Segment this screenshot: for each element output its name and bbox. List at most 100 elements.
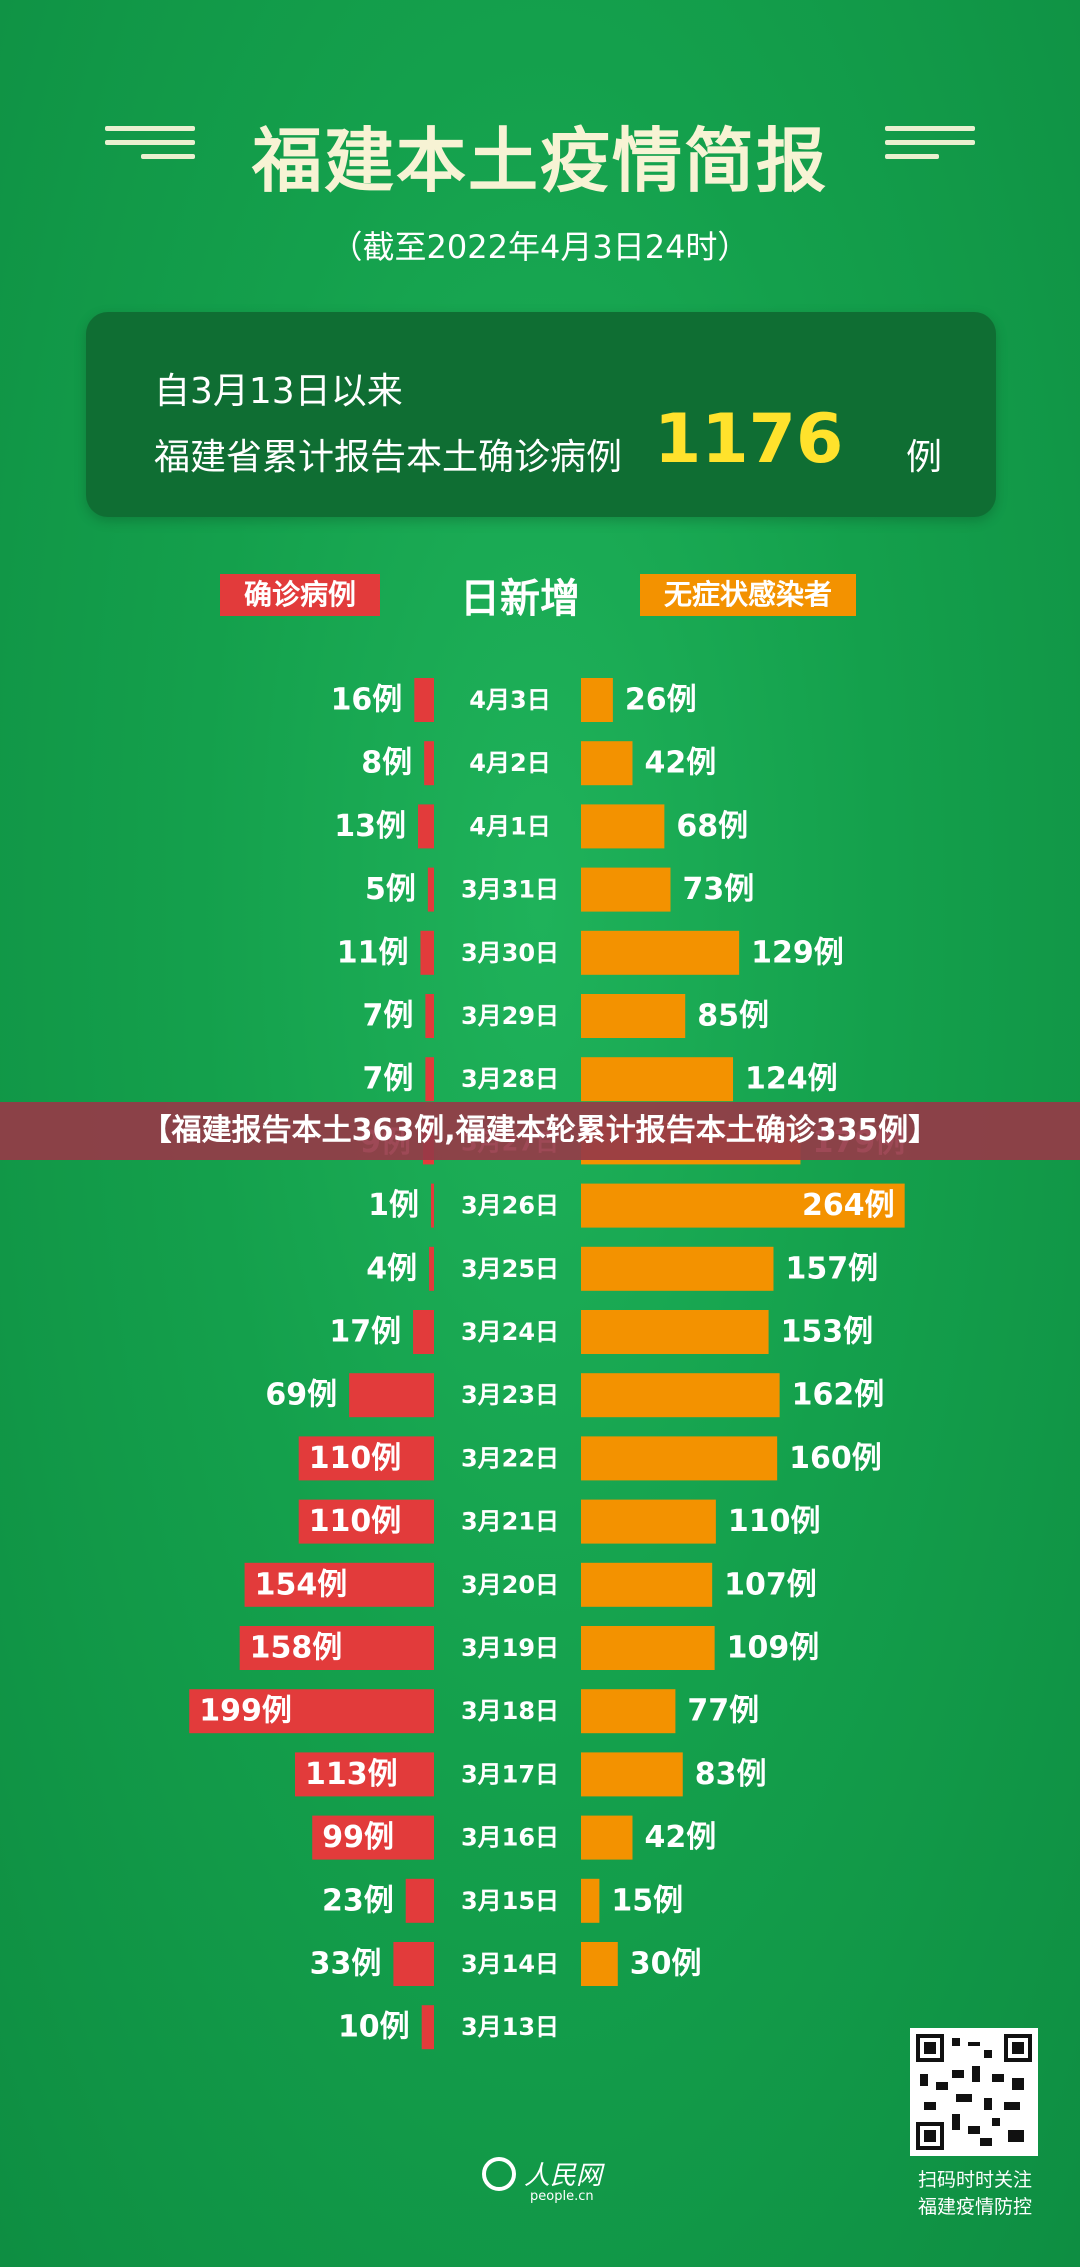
qr-caption-line1: 扫码时时关注 [917,2169,1032,2191]
asymptomatic-bar [581,1942,618,1986]
confirmed-bar [425,1057,434,1102]
page-title: 福建本土疫情简报 [252,120,828,202]
asymptomatic-bar [581,930,740,975]
asymptomatic-bar [581,804,665,849]
asymptomatic-bar [581,867,671,912]
headline-banner: 【福建报告本土363例,福建本轮累计报告本土确诊335例】 [0,1102,1080,1160]
asymptomatic-bar [581,1815,633,1860]
confirmed-label: 5例 [365,872,416,907]
confirmed-label: 110例 [309,1441,402,1476]
asymptomatic-label: 109例 [727,1631,820,1666]
asymptomatic-bar [581,994,686,1038]
confirmed-bar [424,741,434,786]
date-label: 3月26日 [461,1192,559,1220]
asymptomatic-bar [581,1562,713,1607]
asymptomatic-bar [581,741,633,786]
title-decoration-right [885,126,975,162]
summary-unit: 例 [906,437,943,478]
confirmed-label: 33例 [310,1947,382,1982]
asymptomatic-label: 129例 [751,935,844,970]
title-decoration-left [105,126,195,162]
asymptomatic-bar [581,1373,780,1418]
asymptomatic-label: 68例 [676,809,748,844]
date-label: 3月20日 [461,1571,559,1599]
asymptomatic-label: 157例 [785,1251,878,1286]
confirmed-bar [413,1310,434,1354]
confirmed-bar [429,1246,434,1291]
asymptomatic-label: 107例 [724,1567,817,1602]
asymptomatic-label: 42例 [644,1820,716,1855]
asymptomatic-label: 153例 [781,1315,874,1350]
date-label: 3月28日 [461,1065,559,1093]
confirmed-label: 4例 [366,1251,417,1286]
confirmed-label: 99例 [322,1820,394,1855]
confirmed-bar [414,678,434,722]
confirmed-label: 199例 [199,1694,292,1729]
people-logo: 人民网 people.cn [482,2155,603,2204]
confirmed-label: 11例 [337,935,409,970]
confirmed-bar [312,1815,434,1860]
asymptomatic-label: 264例 [802,1188,895,1223]
logo-site: people.cn [530,2189,594,2204]
confirmed-bar [421,2005,434,2050]
date-label: 3月15日 [461,1887,559,1915]
date-label: 3月16日 [461,1824,559,1852]
confirmed-label: 1例 [368,1188,419,1223]
legend-daily-new: 日新增 [460,576,580,622]
date-label: 3月13日 [461,2013,559,2041]
qr-code-icon[interactable] [910,2028,1038,2156]
confirmed-bar [239,1626,434,1670]
confirmed-label: 7例 [363,999,414,1034]
legend-asymptomatic: 无症状感染者 [640,574,857,616]
asymptomatic-bar [581,1752,683,1797]
asymptomatic-bar [581,1183,905,1228]
summary-number: 1176 [654,400,844,479]
asymptomatic-label: 26例 [625,683,697,718]
confirmed-bar [418,804,434,849]
asymptomatic-bar [581,1626,715,1670]
date-label: 3月22日 [461,1444,559,1472]
date-label: 3月23日 [461,1381,559,1409]
date-label: 3月14日 [461,1950,559,1978]
date-label: 3月31日 [461,876,559,904]
asymptomatic-bar [581,1436,778,1481]
qr-caption-line2: 福建疫情防控 [917,2196,1032,2218]
date-label: 3月29日 [461,1002,559,1030]
asymptomatic-label: 77例 [687,1694,759,1729]
date-label: 3月30日 [461,939,559,967]
confirmed-bar [405,1878,434,1923]
confirmed-label: 158例 [250,1631,343,1666]
asymptomatic-label: 42例 [644,746,716,781]
confirmed-bar [244,1562,434,1607]
confirmed-label: 17例 [329,1315,401,1350]
confirmed-label: 10例 [338,2010,410,2045]
date-label: 3月21日 [461,1508,559,1536]
confirmed-label: 16例 [331,683,403,718]
confirmed-bar [427,867,434,912]
summary-card: 自3月13日以来 福建省累计报告本土确诊病例 1176 例 [86,312,996,517]
date-label: 3月24日 [461,1318,559,1346]
asymptomatic-bar [581,1878,600,1923]
people-logo-icon [482,2156,516,2191]
asymptomatic-bar [581,678,613,722]
summary-line2: 福建省累计报告本土确诊病例 [154,437,623,478]
confirmed-bar [298,1436,434,1481]
confirmed-label: 69例 [265,1378,337,1413]
date-label: 4月2日 [469,749,550,777]
confirmed-label: 23例 [322,1883,394,1918]
confirmed-bar [425,994,434,1038]
logo-name: 人民网 [524,2161,603,2191]
confirmed-label: 154例 [255,1567,348,1602]
summary-line1: 自3月13日以来 [154,371,403,412]
confirmed-label: 8例 [361,746,412,781]
asymptomatic-bar [581,1499,716,1544]
confirmed-bar [349,1373,434,1418]
asymptomatic-bar [581,1310,769,1354]
asymptomatic-label: 160例 [789,1441,882,1476]
asymptomatic-label: 110例 [728,1504,821,1539]
date-label: 3月17日 [461,1760,559,1788]
confirmed-bar [393,1942,434,1986]
confirmed-bar [420,930,434,975]
asymptomatic-label: 15例 [611,1883,683,1918]
title-container: 福建本土疫情简报 [0,105,1080,206]
